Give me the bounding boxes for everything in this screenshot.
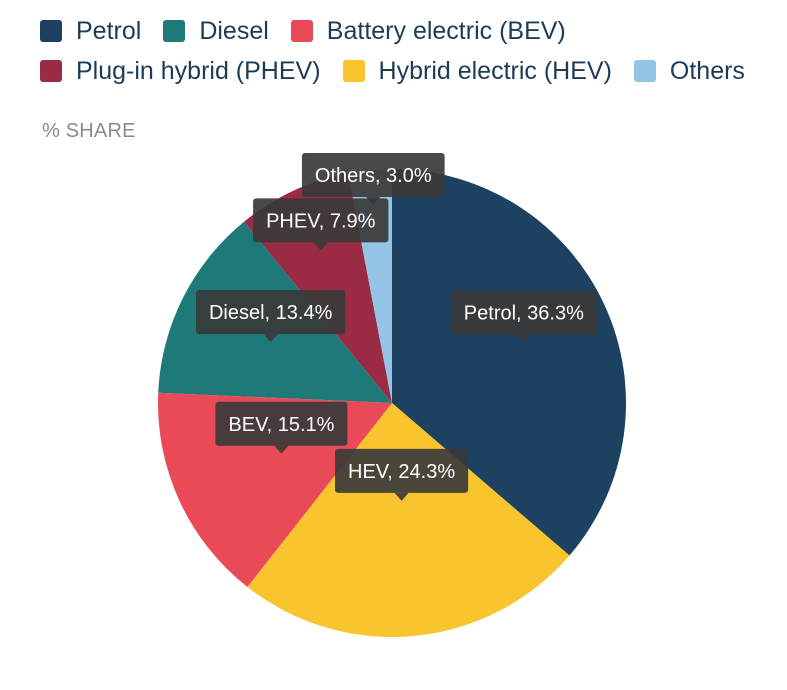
legend-label: Hybrid electric (HEV)	[378, 56, 612, 85]
legend-swatch	[290, 20, 313, 42]
legend-item-plug-in[interactable]: Plug-in hybrid (PHEV)	[40, 56, 321, 86]
legend-label: Petrol	[76, 16, 142, 45]
legend-swatch	[633, 60, 656, 82]
legend-label: Others	[669, 56, 745, 85]
tooltip-petrol: Petrol, 36.3%	[450, 290, 597, 343]
tooltip-label: Petrol, 36.3%	[464, 302, 584, 324]
legend-item-others[interactable]: Others	[633, 56, 745, 86]
y-axis-label: % SHARE	[42, 120, 136, 142]
tooltip-label: Others, 3.0%	[315, 165, 432, 187]
legend-label: Plug-in hybrid (PHEV)	[76, 56, 321, 85]
tooltip-phev: PHEV, 7.9%	[253, 198, 389, 251]
tooltip-others: Others, 3.0%	[301, 152, 445, 205]
pie-slice-petrol[interactable]	[392, 169, 627, 556]
tooltip-label: Diesel, 13.4%	[209, 302, 333, 324]
legend-swatch	[40, 20, 62, 42]
legend-swatch	[163, 20, 186, 42]
tooltip-label: PHEV, 7.9%	[266, 210, 376, 232]
tooltip-diesel: Diesel, 13.4%	[195, 290, 346, 343]
tooltip-label: HEV, 24.3%	[348, 461, 455, 483]
legend-swatch	[40, 60, 62, 82]
legend-item-battery[interactable]: Battery electric (BEV)	[290, 16, 566, 46]
tooltip-hev: HEV, 24.3%	[335, 448, 469, 501]
tooltip-bev: BEV, 15.1%	[215, 401, 348, 454]
pie-slice-hev[interactable]	[247, 403, 570, 637]
legend-item-petrol[interactable]: Petrol	[40, 16, 141, 46]
legend-label: Battery electric (BEV)	[326, 16, 566, 45]
legend: Petrol Diesel Battery electric (BEV) Plug-i…	[40, 16, 780, 86]
tooltip-label: BEV, 15.1%	[228, 414, 334, 436]
legend-swatch	[342, 60, 365, 82]
legend-label: Diesel	[199, 16, 269, 45]
legend-item-hybrid[interactable]: Hybrid electric (HEV)	[342, 56, 612, 86]
legend-item-diesel[interactable]: Diesel	[163, 16, 269, 46]
